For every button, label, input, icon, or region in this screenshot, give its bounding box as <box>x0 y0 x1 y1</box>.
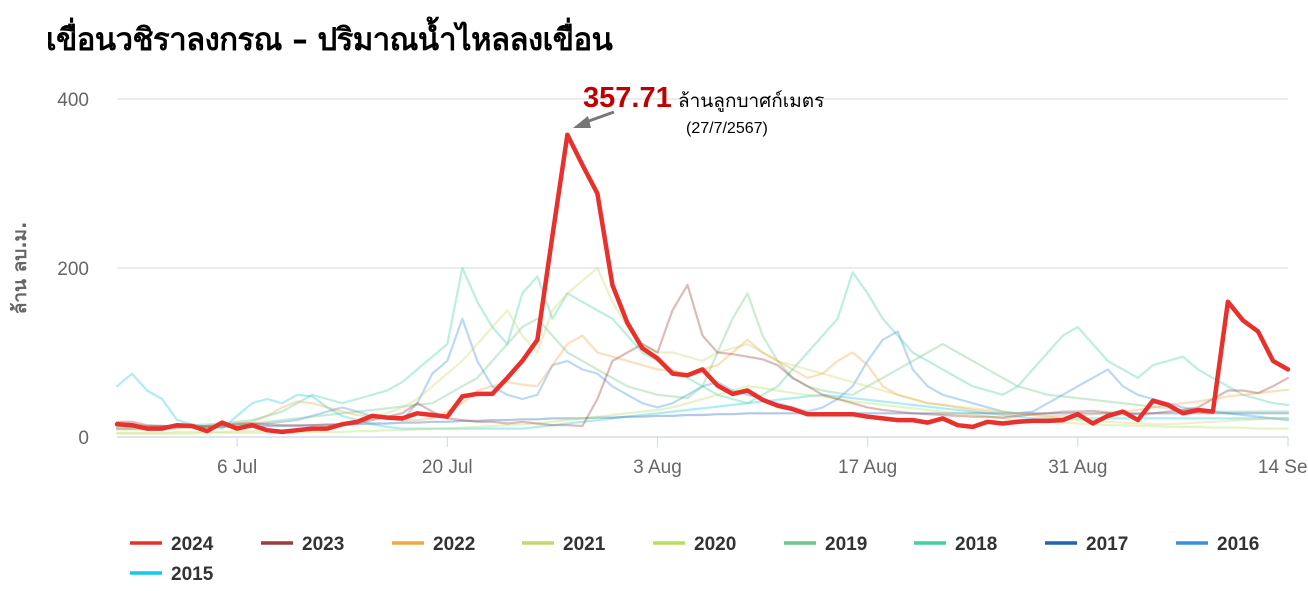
peak-unit: ล้านลูกบาศก์เมตร <box>678 90 824 112</box>
y-tick-label: 0 <box>78 428 89 449</box>
legend-label: 2017 <box>1086 534 1128 555</box>
legend-label: 2023 <box>302 534 344 555</box>
peak-date: (27/7/2567) <box>686 120 768 137</box>
legend-item-2021[interactable]: 2021 <box>522 534 606 555</box>
y-tick-label: 200 <box>57 259 89 280</box>
legend-item-2018[interactable]: 2018 <box>914 534 997 555</box>
peak-annotation: 357.71 ล้านลูกบาศก์เมตร (27/7/2567) <box>573 82 824 137</box>
legend: 2024 2023 2022 2021 2020 2019 2018 2017 2016 2015 <box>130 534 1259 585</box>
y-tick-label: 400 <box>57 90 89 111</box>
legend-label: 2018 <box>955 534 997 555</box>
legend-label: 2022 <box>433 534 475 555</box>
series-line-2019 <box>115 292 1290 430</box>
legend-label: 2020 <box>694 534 736 555</box>
series-line-2017 <box>115 412 1290 428</box>
x-axis-ticks: 6 Jul 20 Jul 3 Aug 17 Aug 31 Aug 14 Sep <box>117 436 1308 478</box>
legend-label: 2015 <box>171 564 214 585</box>
legend-label: 2021 <box>563 534 606 555</box>
legend-label: 2019 <box>825 534 867 555</box>
plot-area <box>114 132 1291 435</box>
series-line-2018 <box>115 266 1290 428</box>
legend-item-2019[interactable]: 2019 <box>784 534 867 555</box>
x-tick-label: 6 Jul <box>217 457 257 478</box>
y-axis-label: ล้าน ลบ.ม. <box>9 222 31 315</box>
peak-arrow-head <box>573 116 591 128</box>
legend-item-2020[interactable]: 2020 <box>653 534 736 555</box>
y-axis-ticks: 0 200 400 <box>57 90 89 449</box>
x-tick-label: 31 Aug <box>1048 457 1107 478</box>
peak-arrow-line <box>585 110 615 124</box>
series-line-2015 <box>115 372 1290 430</box>
x-tick-label: 20 Jul <box>422 457 473 478</box>
legend-label: 2024 <box>171 534 214 555</box>
legend-item-2017[interactable]: 2017 <box>1045 534 1128 555</box>
legend-item-2024[interactable]: 2024 <box>130 534 214 555</box>
series-line-2023 <box>115 283 1290 428</box>
legend-item-2022[interactable]: 2022 <box>392 534 475 555</box>
x-tick-label: 17 Aug <box>838 457 897 478</box>
series-line-2024 <box>114 132 1291 435</box>
x-tick-label: 14 Sep <box>1258 457 1308 478</box>
legend-label: 2016 <box>1217 534 1259 555</box>
legend-item-2015[interactable]: 2015 <box>130 564 214 585</box>
legend-item-2016[interactable]: 2016 <box>1176 534 1259 555</box>
peak-value: 357.71 <box>583 82 672 114</box>
x-tick-label: 3 Aug <box>633 457 682 478</box>
chart-title: เขื่อนวชิราลงกรณ – ปริมาณน้ำไหลลงเขื่อน <box>46 22 613 58</box>
legend-item-2023[interactable]: 2023 <box>261 534 344 555</box>
series-line-2016 <box>115 317 1290 430</box>
